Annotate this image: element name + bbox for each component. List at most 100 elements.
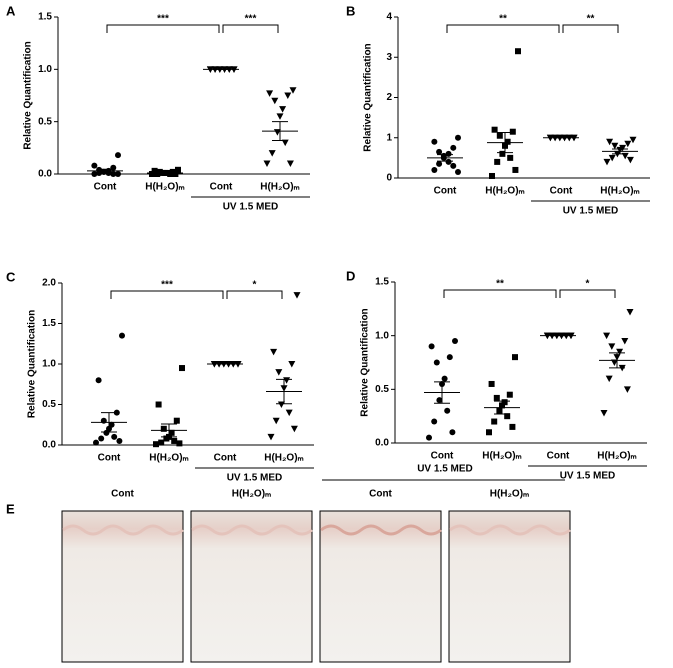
x-tick-label: Cont (210, 182, 233, 193)
panel-label: E (6, 501, 15, 516)
image-label: H(H₂O)ₘ (232, 489, 272, 500)
point (515, 48, 521, 55)
point (621, 338, 629, 345)
histology-image (61, 510, 184, 663)
x-tick-label: Cont (98, 453, 121, 464)
point (624, 140, 632, 148)
panel-label: D (346, 268, 355, 283)
y-tick-label: 1 (386, 132, 392, 143)
significance-bracket (226, 290, 283, 299)
point (444, 407, 451, 414)
y-tick-label: 0.5 (42, 399, 56, 410)
error-bar (157, 171, 173, 174)
epidermis (320, 524, 442, 536)
point (173, 417, 180, 424)
point (286, 160, 294, 168)
point (629, 136, 637, 144)
point (290, 425, 298, 433)
point (270, 348, 278, 356)
x-tick-label: H(H₂O)ₘ (145, 182, 185, 193)
point (445, 158, 452, 165)
point (103, 429, 110, 436)
point (486, 429, 492, 436)
point (501, 399, 508, 406)
y-tick-label: 0 (386, 173, 392, 184)
y-axis-label: Relative Quantification (23, 41, 34, 149)
x-tick-label: Cont (547, 451, 570, 462)
point (608, 154, 616, 162)
y-tick-label: 0.5 (38, 116, 52, 127)
x-tick-label: Cont (214, 453, 237, 464)
histology-image (448, 510, 571, 663)
point (488, 380, 495, 387)
point (281, 139, 289, 147)
x-tick-label: H(H₂O)ₘ (149, 453, 189, 464)
error-bar (612, 148, 628, 155)
point (268, 150, 276, 157)
point (605, 375, 613, 383)
point (115, 152, 121, 159)
point (626, 309, 634, 316)
significance-bracket (559, 289, 616, 298)
significance-bracket (222, 24, 279, 33)
image-label: H(H₂O)ₘ (490, 489, 530, 500)
point (610, 359, 618, 366)
point (455, 134, 461, 141)
y-axis-label: Relative Quantification (363, 43, 374, 151)
point (489, 172, 495, 179)
y-axis-label: Relative Quantification (360, 308, 371, 416)
point (272, 417, 280, 425)
error-bar (497, 132, 513, 154)
point (616, 348, 624, 356)
point (450, 162, 457, 169)
point (167, 171, 174, 177)
point (491, 418, 498, 425)
group-label: UV 1.5 MED (223, 202, 279, 213)
point (431, 166, 438, 173)
point (149, 171, 155, 177)
significance-label: * (253, 280, 257, 291)
significance-bracket (106, 24, 220, 33)
point (293, 292, 301, 299)
point (168, 429, 175, 436)
error-bar (276, 378, 292, 405)
point (283, 377, 291, 384)
group-label: UV 1.5 MED (227, 473, 283, 484)
point (279, 106, 287, 113)
point (119, 332, 125, 339)
point (155, 401, 162, 408)
point (163, 435, 170, 442)
significance-label: *** (161, 280, 173, 291)
point (426, 434, 432, 441)
y-tick-label: 1.0 (42, 359, 56, 370)
point (154, 171, 161, 177)
y-tick-label: 3 (386, 52, 392, 63)
point (603, 158, 611, 166)
point (608, 343, 616, 350)
y-tick-label: 1.5 (42, 318, 56, 329)
significance-label: ** (496, 279, 504, 290)
point (98, 435, 105, 442)
point (431, 418, 438, 425)
point (266, 90, 274, 97)
x-tick-label: Cont (431, 451, 454, 462)
point (491, 126, 498, 133)
point (504, 138, 511, 145)
point (175, 166, 181, 173)
point (626, 156, 634, 164)
histology-image (190, 510, 313, 663)
epidermis (191, 524, 313, 536)
group-label: UV 1.5 MED (417, 464, 473, 475)
point (499, 150, 506, 157)
point (496, 407, 503, 414)
panel-label: C (6, 269, 16, 284)
point (496, 132, 503, 139)
point (493, 394, 500, 401)
point (433, 359, 440, 366)
point (271, 97, 279, 105)
point (449, 429, 456, 436)
x-tick-label: Cont (94, 182, 117, 193)
point (600, 409, 608, 417)
histology-image (319, 510, 442, 663)
y-tick-label: 1.0 (38, 64, 52, 75)
